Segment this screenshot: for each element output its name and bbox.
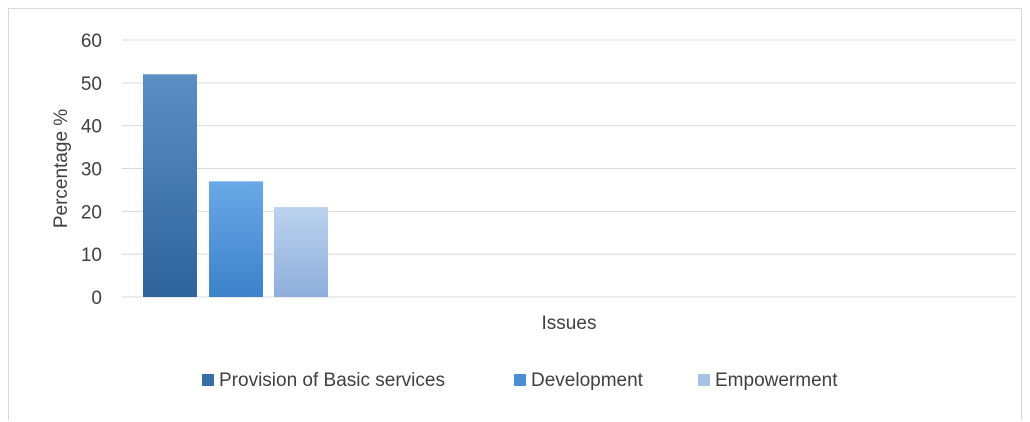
gridlines bbox=[122, 39, 1016, 298]
legend-label: Empowerment bbox=[715, 370, 838, 391]
legend-swatch bbox=[698, 374, 710, 386]
x-axis-title: Issues bbox=[542, 313, 597, 334]
y-tick-label: 50 bbox=[81, 74, 102, 95]
legend-label: Provision of Basic services bbox=[219, 370, 445, 391]
bar-empowerment bbox=[274, 207, 328, 297]
y-axis-title: Percentage % bbox=[51, 109, 72, 228]
bar-provision-of-basic-services bbox=[143, 74, 197, 298]
legend-swatch bbox=[514, 374, 526, 386]
y-tick-label: 40 bbox=[81, 117, 102, 138]
y-axis-ticks: 0 10 20 30 40 50 60 bbox=[81, 31, 102, 309]
legend-swatch bbox=[202, 374, 214, 386]
y-tick-label: 20 bbox=[81, 202, 102, 223]
legend: Provision of Basic services Development Em… bbox=[202, 370, 838, 391]
y-tick-label: 30 bbox=[81, 160, 102, 181]
bar-development bbox=[209, 181, 263, 297]
y-tick-label: 60 bbox=[81, 31, 102, 52]
legend-label: Development bbox=[531, 370, 644, 391]
bars bbox=[143, 74, 328, 298]
y-tick-label: 0 bbox=[91, 288, 102, 309]
y-tick-label: 10 bbox=[81, 245, 102, 266]
